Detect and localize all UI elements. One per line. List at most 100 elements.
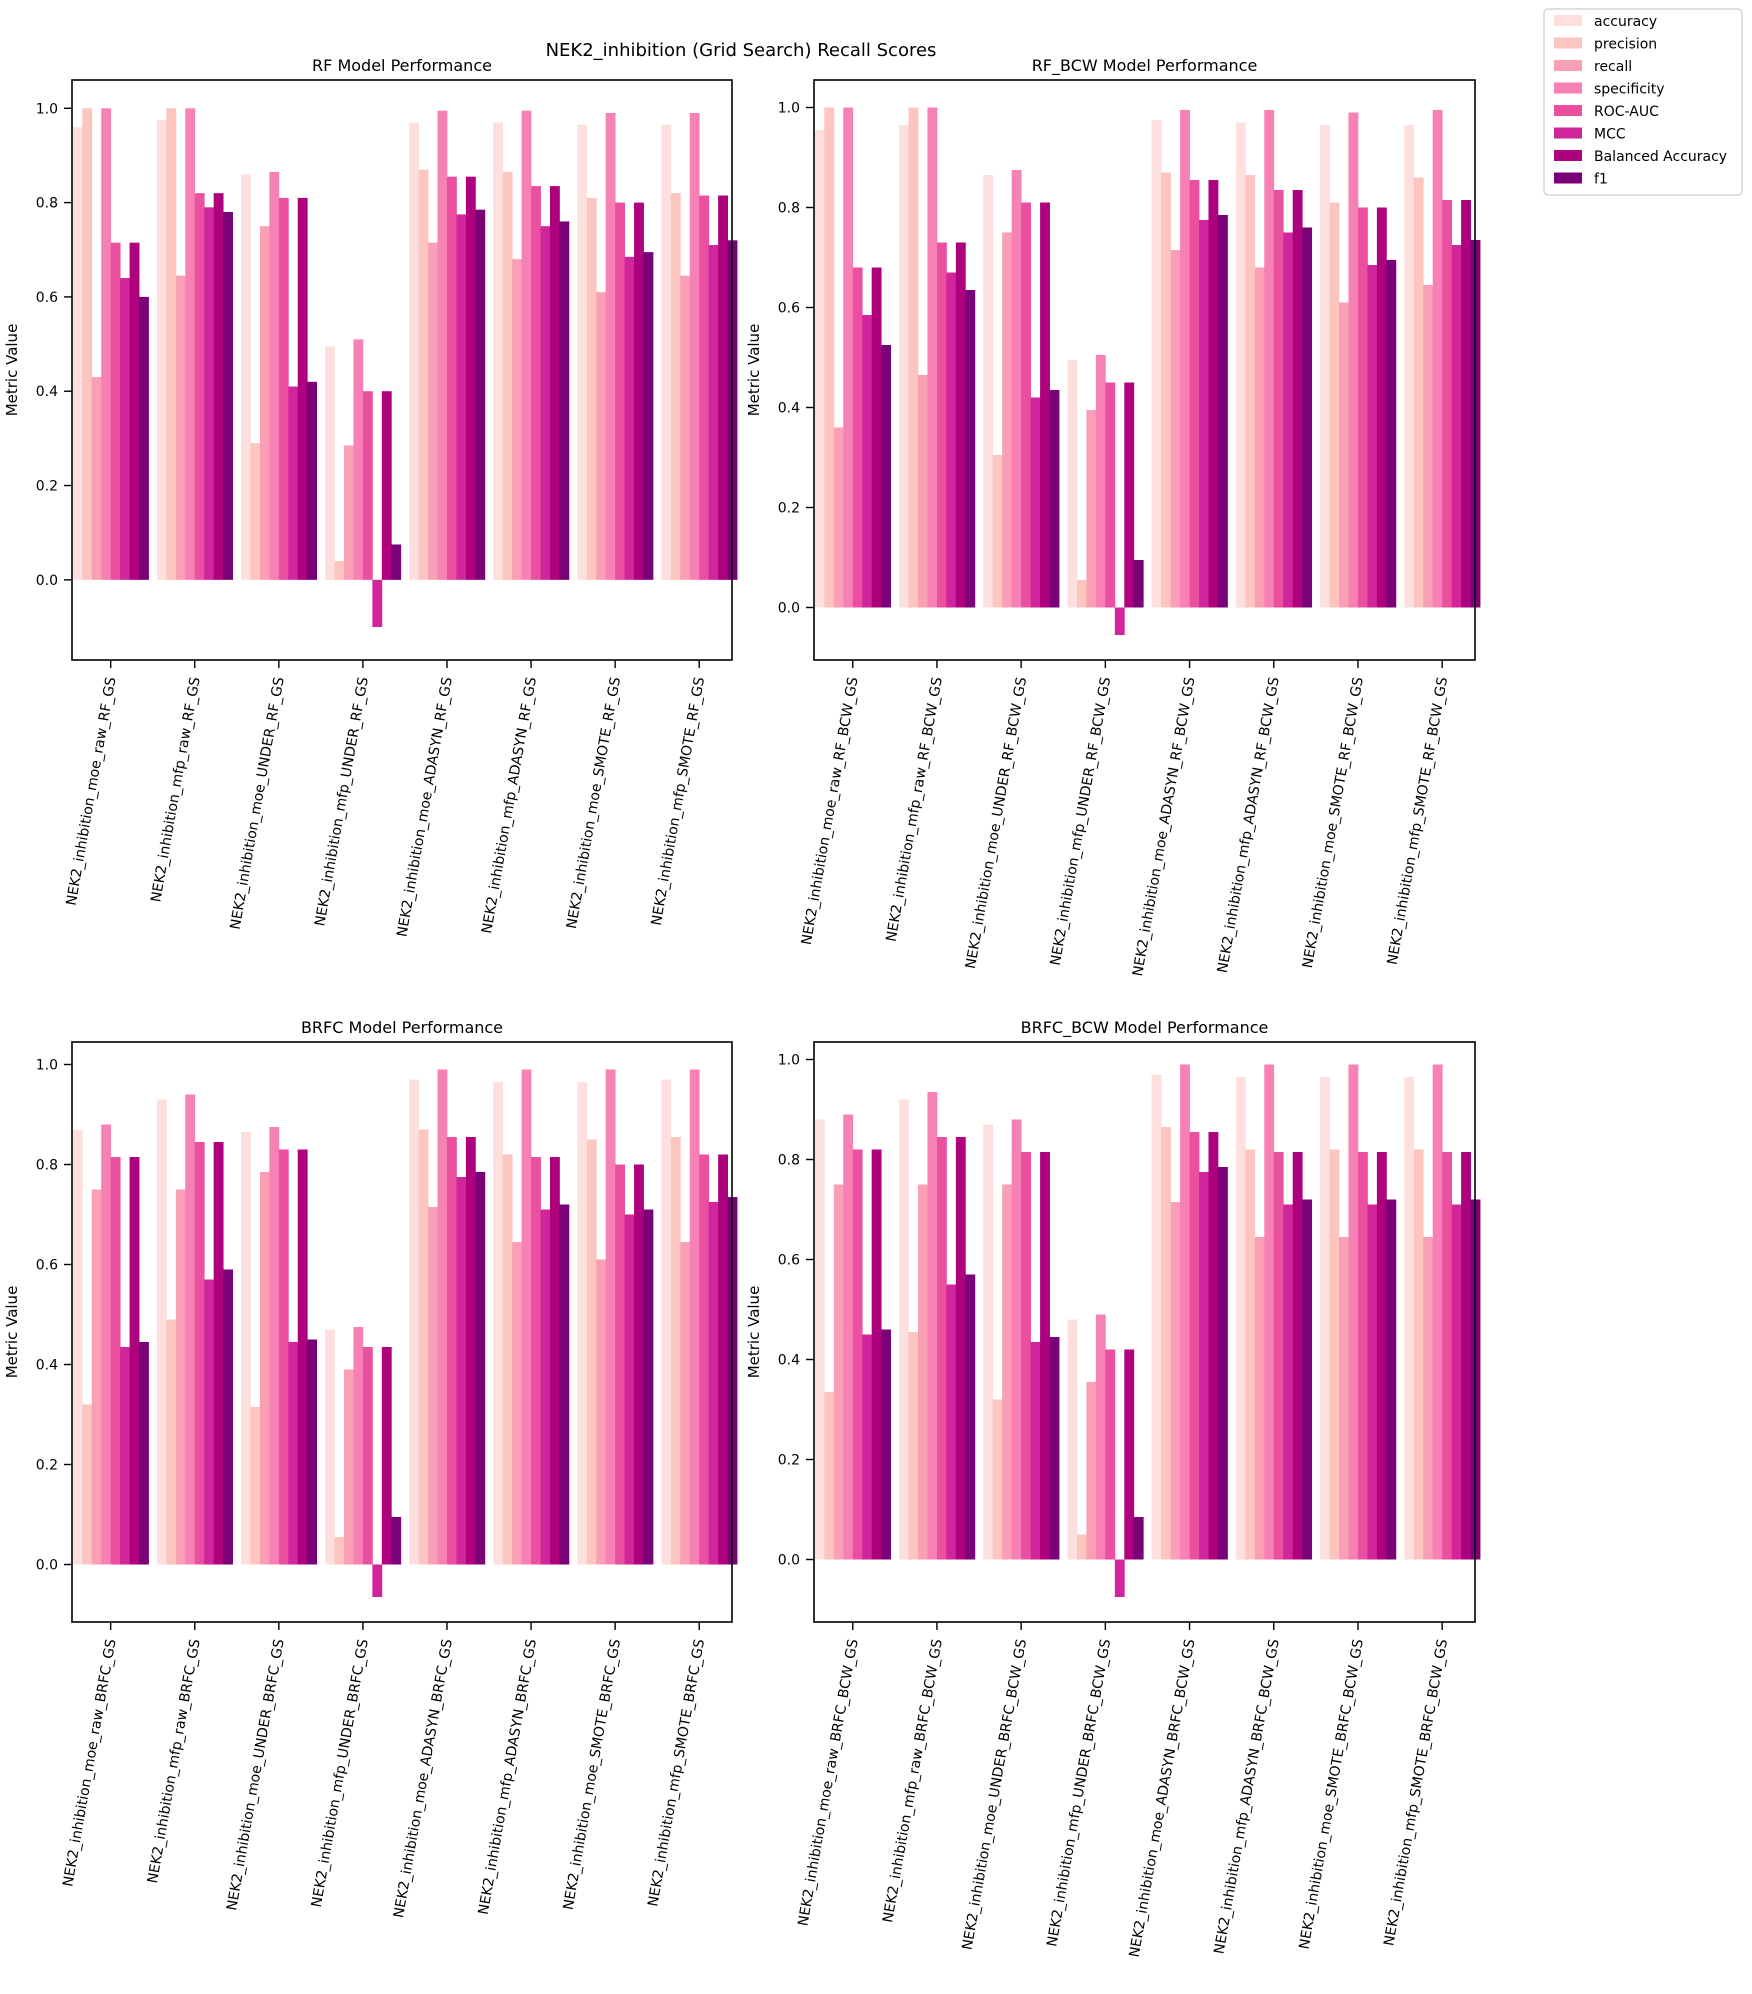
x-tick-label: NEK2_inhibition_moe_ADASYN_RF_GS	[394, 676, 456, 938]
legend-label-2: precision	[1594, 37, 1657, 53]
bar-roc-auc-2	[936, 242, 947, 608]
bar-roc-auc-1	[852, 1149, 863, 1560]
x-tick-label: NEK2_inhibition_moe_UNDER_BRFC_GS	[224, 1638, 288, 1912]
bar-precision-5	[1161, 1127, 1171, 1560]
bar-precision-7	[1329, 202, 1340, 608]
bar-balanced-accuracy-6	[1292, 1152, 1303, 1560]
bar-mcc-3	[288, 386, 299, 580]
bar-f1-1	[139, 1342, 149, 1565]
bar-balanced-accuracy-1	[871, 267, 882, 608]
bar-balanced-accuracy-1	[129, 242, 140, 580]
bar-balanced-accuracy-2	[955, 1137, 966, 1560]
bar-f1-4	[391, 1517, 402, 1565]
bar-recall-8	[1423, 1237, 1434, 1560]
bar-accuracy-1	[72, 1129, 83, 1565]
bar-recall-6	[1254, 267, 1265, 608]
bar-specificity-5	[1180, 110, 1190, 608]
subplot-grid: 0.0 0.2 0.4 0.6 0.8 1.0 NEK2_inhibition_moe_ra…	[3, 56, 1481, 1959]
bar-precision-2	[166, 1319, 177, 1565]
legend-label-1: accuracy	[1594, 14, 1657, 30]
bar-specificity-8	[1432, 1064, 1443, 1560]
bar-specificity-5	[1180, 1064, 1190, 1560]
bar-roc-auc-2	[194, 1142, 205, 1565]
bar-f1-6	[559, 1204, 570, 1565]
y-tick-label: 0.0	[36, 1558, 58, 1574]
bar-mcc-6	[1283, 1204, 1294, 1560]
bar-recall-3	[1002, 232, 1013, 608]
subplot-3: 0.0 0.2 0.4 0.6 0.8 1.0 NEK2_inhibition_moe_ra…	[3, 1018, 738, 1919]
bar-recall-5	[428, 1207, 438, 1565]
legend-label-4: specificity	[1594, 82, 1665, 98]
legend-swatch-1	[1554, 15, 1582, 26]
bar-precision-8	[670, 1137, 681, 1565]
bar-balanced-accuracy-8	[1461, 1152, 1471, 1560]
bar-accuracy-3	[240, 1132, 251, 1565]
bar-recall-5	[1170, 250, 1181, 608]
bar-specificity-2	[185, 108, 196, 580]
bar-accuracy-4	[1067, 360, 1078, 608]
y-tick-label: 0.6	[778, 1253, 800, 1269]
bar-recall-1	[833, 1184, 844, 1560]
bar-mcc-1	[862, 1334, 873, 1560]
bar-specificity-1	[843, 107, 854, 608]
bar-specificity-4	[353, 1327, 364, 1565]
bar-accuracy-3	[983, 175, 994, 608]
bar-roc-auc-7	[1357, 207, 1368, 608]
bar-balanced-accuracy-4	[381, 1347, 392, 1565]
y-tick-label: 0.2	[36, 1458, 58, 1474]
bar-roc-auc-8	[699, 1154, 710, 1565]
bar-balanced-accuracy-6	[549, 186, 560, 580]
bar-balanced-accuracy-2	[213, 193, 224, 580]
y-tick-label: 0.6	[36, 290, 58, 306]
bar-precision-8	[1413, 1149, 1424, 1560]
bar-balanced-accuracy-5	[1208, 1132, 1219, 1560]
bar-precision-2	[166, 108, 177, 580]
bar-roc-auc-4	[362, 1347, 373, 1565]
bar-precision-1	[82, 108, 93, 580]
bar-f1-1	[881, 1329, 892, 1560]
bar-recall-7	[1339, 1237, 1349, 1560]
legend-label-8: f1	[1594, 172, 1608, 188]
x-tick-label: NEK2_inhibition_moe_raw_BRFC_BCW_GS	[795, 1638, 861, 1927]
bar-mcc-7	[1367, 1204, 1378, 1560]
bar-f1-5	[475, 1172, 486, 1565]
x-tick-label: NEK2_inhibition_mfp_UNDER_RF_GS	[312, 676, 372, 928]
bar-f1-5	[1217, 1167, 1228, 1560]
bars	[72, 1069, 738, 1597]
x-tick-label: NEK2_inhibition_moe_ADASYN_BRFC_GS	[391, 1638, 456, 1919]
subplot-4: 0.0 0.2 0.4 0.6 0.8 1.0 NEK2_inhibition_moe_ra…	[745, 1018, 1481, 1959]
bar-roc-auc-4	[1105, 1349, 1116, 1560]
y-axis-label: Metric Value	[3, 1286, 21, 1379]
bar-f1-7	[643, 1209, 654, 1565]
bar-recall-3	[1002, 1184, 1013, 1560]
bar-mcc-3	[1030, 1342, 1041, 1560]
y-axis-label: Metric Value	[3, 324, 21, 417]
bar-balanced-accuracy-4	[1124, 1349, 1135, 1560]
y-axis-label: Metric Value	[745, 324, 763, 417]
bar-specificity-5	[437, 110, 448, 580]
bar-balanced-accuracy-6	[1292, 190, 1303, 608]
bar-specificity-3	[1011, 1119, 1022, 1560]
bar-mcc-8	[708, 1202, 719, 1565]
bar-accuracy-8	[1404, 125, 1415, 608]
bar-mcc-6	[540, 1209, 551, 1565]
bar-accuracy-6	[493, 1082, 504, 1565]
bar-recall-4	[343, 1369, 354, 1565]
bar-balanced-accuracy-7	[634, 202, 644, 580]
y-tick-label: 0.6	[778, 301, 800, 317]
axes-frame	[813, 79, 1476, 661]
bar-specificity-4	[353, 339, 364, 580]
axes-frame	[813, 1041, 1476, 1623]
bar-accuracy-5	[409, 122, 420, 580]
bar-recall-2	[917, 375, 928, 608]
bar-recall-8	[1423, 285, 1434, 608]
bar-specificity-6	[1264, 110, 1275, 608]
x-tick-label: NEK2_inhibition_moe_raw_RF_BCW_GS	[799, 676, 862, 946]
bar-specificity-3	[1011, 170, 1022, 608]
bar-balanced-accuracy-3	[297, 197, 308, 580]
legend-swatch-2	[1554, 37, 1582, 49]
legend-label-6: MCC	[1594, 127, 1626, 143]
bar-recall-3	[259, 226, 270, 580]
x-tick-label: NEK2_inhibition_mfp_raw_RF_GS	[148, 676, 203, 904]
bar-accuracy-6	[493, 122, 504, 580]
